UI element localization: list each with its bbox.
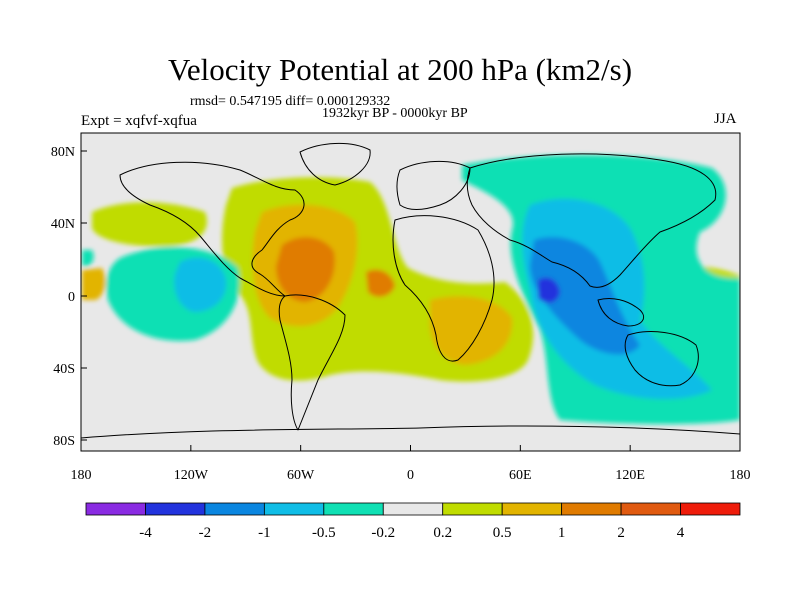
- map-panel: [81, 133, 740, 451]
- negative-dark-blue-core: [538, 277, 560, 303]
- y-tick-label: 0: [68, 290, 75, 305]
- colorbar-swatch: [204, 502, 265, 516]
- x-tick-label: 60W: [287, 468, 315, 483]
- colorbar-label: -2: [199, 525, 212, 541]
- coast-antarctica: [81, 425, 740, 439]
- colorbar-swatch: [561, 502, 622, 516]
- colorbar-label: 0.2: [433, 525, 452, 541]
- colorbar-label: 1: [558, 525, 566, 541]
- experiment-label: Expt = xqfvf-xqfua: [81, 113, 197, 129]
- coast-australia: [624, 331, 699, 387]
- x-tick-label: 120W: [174, 468, 209, 483]
- colorbar-label: 4: [677, 525, 685, 541]
- coast-maritime-continent: [597, 297, 644, 327]
- colorbar-swatch: [442, 502, 503, 516]
- coast-asia: [466, 153, 717, 288]
- dark-orange-atlantic: [366, 269, 395, 297]
- orange-africa: [429, 296, 513, 365]
- colorbar: -4 -2 -1 -0.5 -0.2 0.2 0.5 1 2 4: [85, 502, 741, 541]
- x-tick-label: 180: [730, 468, 751, 483]
- y-tick-label: 40S: [53, 362, 75, 377]
- colorbar-swatch: [680, 502, 741, 516]
- orange-west-pacific-edge: [82, 268, 106, 300]
- negative-blue: [530, 236, 640, 355]
- colorbar-label: -0.2: [371, 525, 395, 541]
- y-tick-label: 80S: [53, 434, 75, 449]
- colorbar-label: -1: [258, 525, 271, 541]
- coast-north-america: [119, 161, 305, 297]
- colorbar-swatch: [620, 502, 681, 516]
- coast-south-america: [278, 294, 346, 431]
- coastlines: [81, 142, 740, 439]
- y-tick-label: 40N: [51, 217, 75, 232]
- coast-europe: [396, 160, 471, 210]
- colorbar-label: 0.5: [493, 525, 512, 541]
- coast-africa: [392, 215, 495, 362]
- positive-south-atlantic: [290, 323, 372, 358]
- negative-cyan-edge: [82, 250, 94, 266]
- stats-label: rmsd= 0.547195 diff= 0.000129332: [190, 94, 391, 109]
- colorbar-swatch: [145, 502, 206, 516]
- y-tick-label: 80N: [51, 145, 75, 160]
- colorbar-label: -0.5: [312, 525, 336, 541]
- x-tick-label: 60E: [509, 468, 532, 483]
- axis-ticks: 80N 40N 0 40S 80S 180 120W 60W 0 60E 120E 180: [51, 145, 751, 483]
- colorbar-label: -4: [139, 525, 152, 541]
- dark-orange-center: [276, 237, 335, 302]
- x-tick-label: 120E: [615, 468, 645, 483]
- colorbar-swatch: [85, 502, 146, 516]
- coast-greenland: [299, 142, 371, 186]
- colorbar-swatch: [323, 502, 384, 516]
- velocity-potential-field: [82, 154, 740, 425]
- season-label: JJA: [714, 111, 737, 127]
- period-label: 1932kyr BP - 0000kyr BP: [322, 106, 468, 121]
- colorbar-swatch: [501, 502, 563, 516]
- colorbar-swatch: [382, 502, 444, 516]
- negative-light-blue-west: [174, 257, 227, 312]
- x-tick-label: 0: [407, 468, 414, 483]
- positive-west-patch: [92, 202, 207, 247]
- x-tick-label: 180: [71, 468, 92, 483]
- colorbar-swatch: [263, 502, 325, 516]
- colorbar-label: 2: [617, 525, 625, 541]
- map-title: Velocity Potential at 200 hPa (km2/s): [167, 52, 633, 87]
